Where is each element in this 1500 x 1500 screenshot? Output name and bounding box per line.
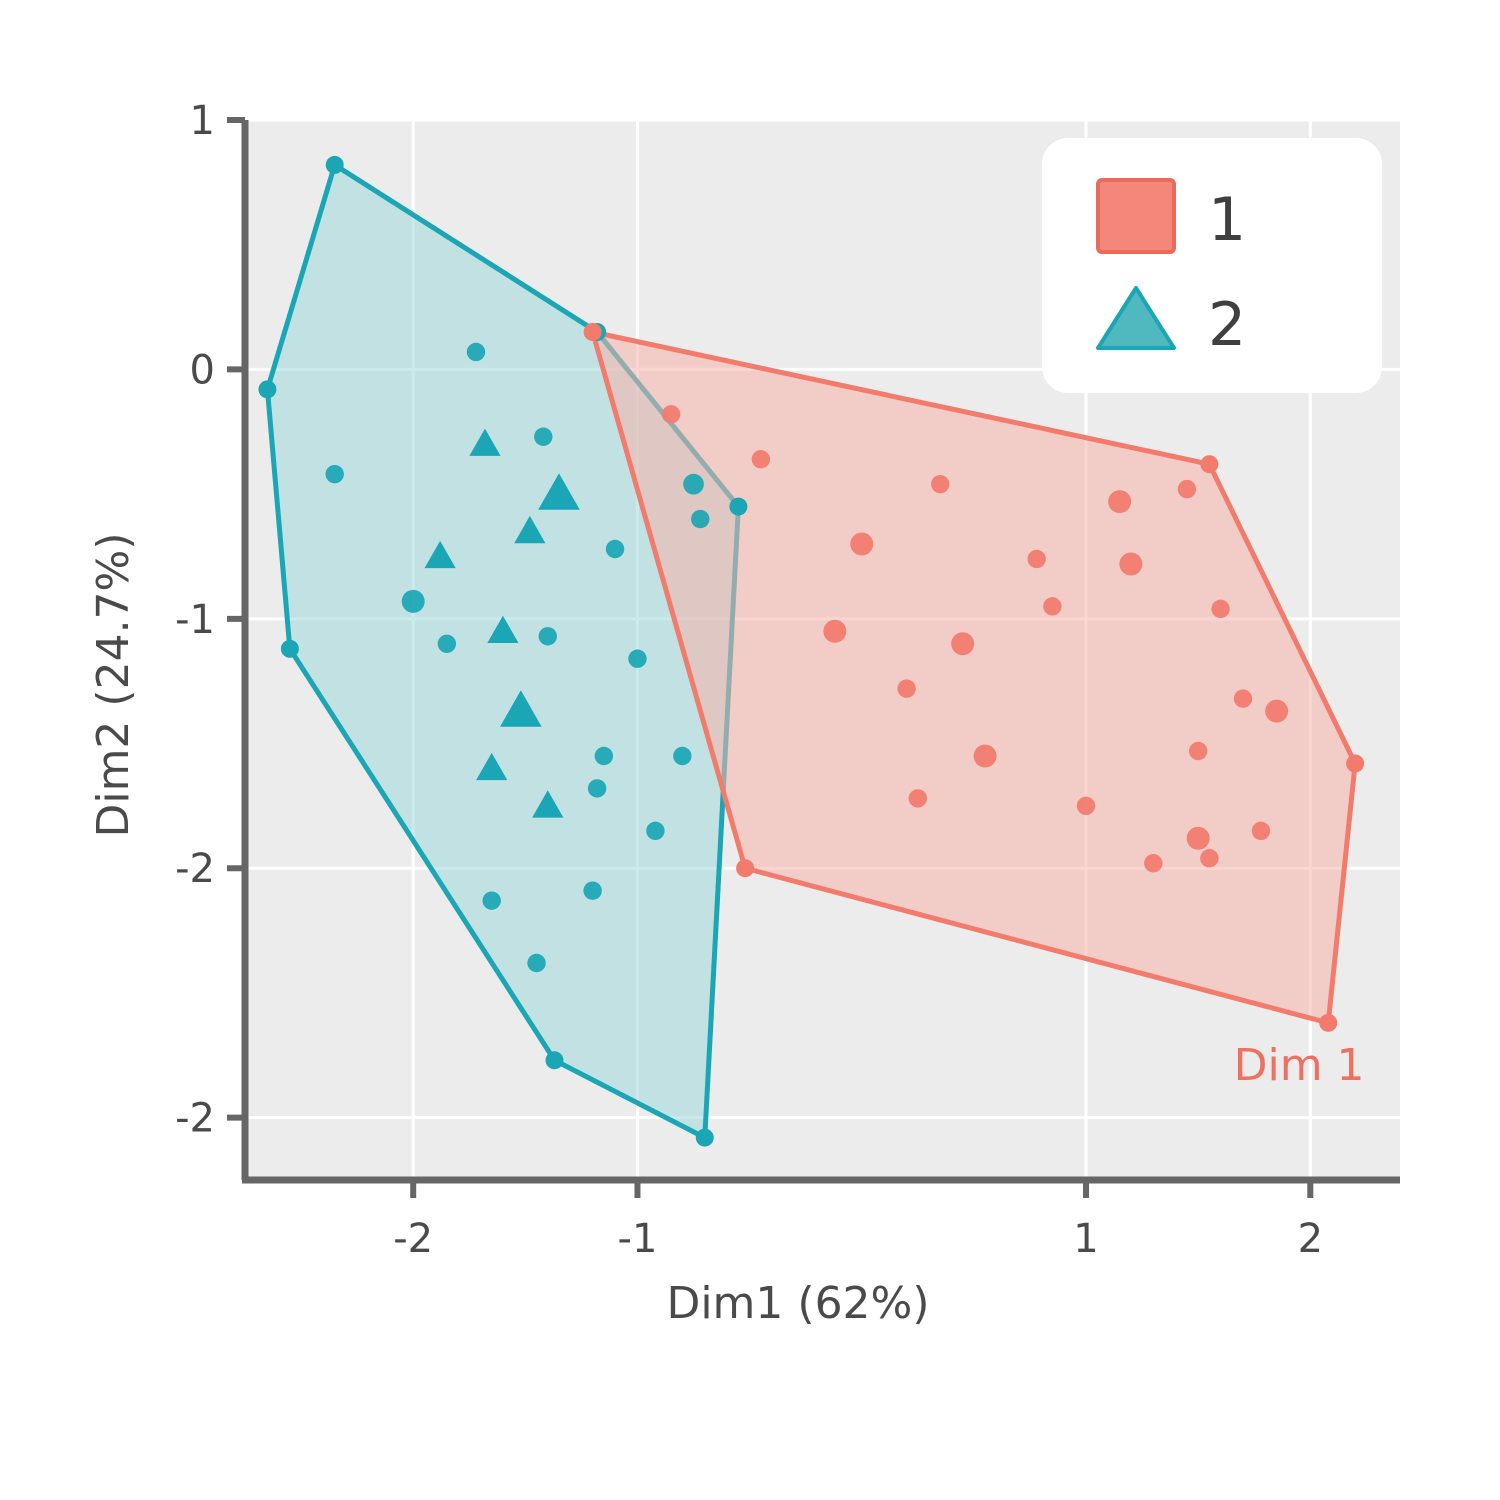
point-1-20	[1251, 821, 1271, 841]
legend: 1 2	[1042, 138, 1382, 393]
point-1-17	[908, 789, 928, 808]
hull-vertex-2-2	[729, 497, 748, 516]
point-2-7	[538, 627, 557, 646]
hull-vertex-1-0	[583, 323, 602, 341]
point-1-8	[1043, 597, 1062, 616]
point-1-19	[1186, 826, 1210, 850]
legend-label-1: 1	[1208, 185, 1246, 255]
triangle-point-2-5	[500, 690, 542, 727]
point-2-1	[534, 427, 553, 446]
axes	[227, 117, 1400, 1198]
point-1-16	[973, 744, 997, 768]
point-1-22	[1200, 849, 1219, 868]
point-2-14	[482, 891, 501, 910]
point-1-10	[823, 619, 847, 643]
hull-vertex-2-6	[258, 380, 277, 399]
x-tick-label-1: -1	[618, 1216, 658, 1262]
hull-vertex-2-3	[695, 1128, 714, 1147]
hull-vertex-2-4	[545, 1051, 564, 1070]
point-2-6	[401, 589, 425, 613]
triangle-point-2-3	[424, 540, 456, 569]
y-tick-label-3: -2	[175, 846, 215, 892]
point-1-1	[751, 450, 771, 469]
hull-vertex-1-2	[1346, 754, 1365, 773]
triangle-point-2-2	[514, 515, 546, 544]
point-1-11	[951, 632, 975, 656]
x-tick-label-2: 1	[1073, 1216, 1098, 1262]
y-tick-label-1: 0	[190, 347, 215, 393]
hull-vertex-2-0	[325, 155, 344, 174]
point-1-7	[1119, 552, 1143, 576]
point-2-10	[594, 746, 614, 766]
point-2-4	[691, 509, 710, 529]
point-1-5	[850, 532, 874, 556]
y-tick-label-4: -2	[175, 1096, 215, 1142]
point-2-2	[325, 464, 344, 484]
point-1-21	[1144, 854, 1163, 873]
point-2-13	[646, 821, 665, 841]
x-axis-title: Dim1 (62%)	[666, 1278, 929, 1329]
point-1-12	[897, 679, 916, 698]
point-1-14	[1265, 699, 1289, 723]
point-1-9	[1211, 599, 1230, 619]
point-1-6	[1027, 549, 1046, 569]
hull-series-1	[590, 329, 1358, 1026]
triangle-point-2-0	[469, 428, 501, 456]
x-tick-label-0: -2	[393, 1216, 433, 1262]
point-1-13	[1233, 689, 1253, 708]
triangle-point-2-4	[487, 615, 519, 643]
annotation-label: Dim 1	[1234, 1040, 1365, 1091]
y-tick-label-2: -1	[175, 597, 215, 643]
data-points	[258, 155, 1365, 1147]
point-2-11	[673, 746, 692, 766]
tick-labels: -2 -1 1 2 1 0 -1 -2 -2	[175, 98, 1323, 1262]
legend-key-1	[1096, 178, 1176, 254]
point-1-3	[1108, 490, 1132, 514]
triangle-point-2-6	[476, 752, 508, 781]
triangle-point-2-7	[532, 790, 564, 818]
hull-vertex-1-1	[1200, 455, 1219, 474]
point-1-4	[1177, 479, 1197, 499]
point-2-0	[466, 342, 486, 362]
point-1-2	[931, 474, 950, 494]
point-1-0	[661, 405, 681, 424]
point-1-15	[1188, 741, 1208, 761]
hull-vertex-2-5	[280, 639, 299, 658]
hull-vertex-1-4	[736, 859, 755, 878]
point-2-16	[527, 953, 546, 973]
point-2-12	[587, 779, 607, 798]
point-1-18	[1076, 796, 1096, 816]
triangle-point-2-1	[538, 473, 580, 510]
hull-vertex-1-3	[1319, 1013, 1338, 1032]
legend-key-2	[1096, 286, 1176, 350]
point-2-5	[605, 539, 625, 559]
point-2-9	[628, 649, 647, 668]
point-2-15	[583, 881, 602, 900]
y-tick-label-0: 1	[190, 98, 215, 144]
point-2-3	[683, 473, 704, 495]
x-tick-label-3: 2	[1298, 1216, 1323, 1262]
point-2-8	[437, 634, 457, 653]
y-axis-title: Dim2 (24.7%)	[88, 532, 139, 837]
cluster-hulls	[264, 162, 1358, 1141]
legend-label-2: 2	[1208, 290, 1246, 360]
